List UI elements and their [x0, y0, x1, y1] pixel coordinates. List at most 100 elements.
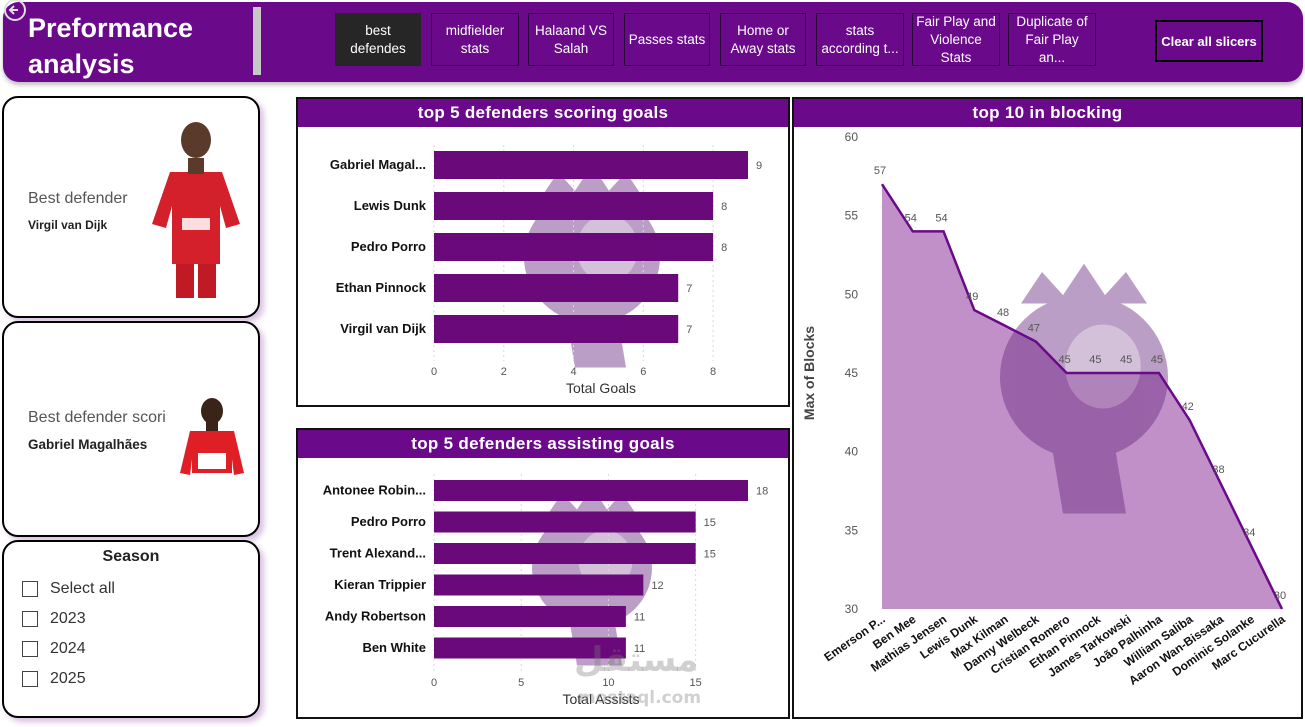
y-axis-title: Max of Blocks: [801, 326, 817, 420]
nav-fair-play[interactable]: Fair Play and Violence Stats: [912, 13, 1000, 66]
data-point[interactable]: [1187, 417, 1193, 423]
data-point[interactable]: [1064, 370, 1070, 376]
bar[interactable]: [434, 233, 714, 261]
nav-best-defenders[interactable]: best defendes: [335, 13, 421, 66]
x-axis-title: Total Goals: [566, 380, 636, 396]
season-option-2024[interactable]: 2024: [22, 640, 86, 658]
blocking-chart-title: top 10 in blocking: [794, 99, 1301, 127]
season-option-label: 2025: [50, 670, 86, 687]
x-tick-label: 5: [518, 677, 524, 689]
back-arrow-icon[interactable]: [3, 0, 27, 22]
category-label: Lewis Dunk: [354, 198, 427, 213]
clear-slicers-button[interactable]: Clear all slicers: [1155, 20, 1263, 62]
season-option-2023[interactable]: 2023: [22, 610, 86, 628]
blocking-chart-panel: top 10 in blocking 30 35 40 45 50 55 60 Max of …: [792, 97, 1303, 719]
x-tick-label: 15: [690, 677, 702, 689]
season-option-select-all[interactable]: Select all: [22, 580, 115, 598]
data-label: 15: [704, 517, 716, 529]
checkbox[interactable]: [22, 641, 38, 657]
data-label: 54: [935, 212, 947, 224]
bar[interactable]: [434, 511, 696, 533]
nav-fair-play-duplicate[interactable]: Duplicate of Fair Play an...: [1008, 13, 1096, 66]
data-label: 57: [874, 165, 886, 177]
data-point[interactable]: [910, 228, 916, 234]
best-scorer-value: Gabriel Magalhães: [28, 437, 148, 452]
checkbox[interactable]: [22, 611, 38, 627]
best-scorer-card: Best defender scori Gabriel Magalhães: [2, 321, 260, 537]
x-tick-label: 0: [431, 677, 437, 689]
assist-chart: 0 5 10 15 Antonee Robin... 18 Pedro Porro 15 Tre…: [323, 474, 768, 707]
blocking-logo-icon: [1000, 263, 1168, 514]
season-option-label: 2024: [50, 640, 86, 657]
data-point[interactable]: [879, 181, 885, 187]
y-tick-label: 30: [845, 602, 859, 616]
nav-midfielder-stats[interactable]: midfielder stats: [431, 13, 519, 66]
data-point[interactable]: [941, 228, 947, 234]
bar[interactable]: [434, 315, 679, 343]
data-label: 12: [651, 580, 663, 592]
bar[interactable]: [434, 574, 644, 596]
data-label: 7: [686, 324, 692, 336]
y-tick-label: 50: [845, 287, 859, 301]
watermark-arabic: مستقل: [574, 640, 699, 680]
category-label: Virgil van Dijk: [340, 321, 427, 336]
data-point[interactable]: [1033, 339, 1039, 345]
bar[interactable]: [434, 151, 748, 179]
y-tick-label: 60: [845, 130, 859, 144]
category-label: Pedro Porro: [351, 239, 426, 254]
bar[interactable]: [434, 274, 679, 302]
data-point[interactable]: [971, 307, 977, 313]
best-defender-card: Best defender Virgil van Dijk: [2, 96, 260, 318]
data-label: 45: [1151, 354, 1163, 366]
season-option-2025[interactable]: 2025: [22, 670, 86, 688]
area-fill: [882, 184, 1282, 609]
data-point[interactable]: [1125, 370, 1131, 376]
category-label: Andy Robertson: [325, 609, 426, 624]
y-tick-label: 40: [845, 445, 859, 459]
data-label: 34: [1243, 527, 1255, 539]
data-label: 11: [634, 612, 645, 624]
data-label: 9: [756, 160, 762, 172]
data-label: 45: [1058, 354, 1070, 366]
data-point[interactable]: [1279, 606, 1285, 612]
data-label: 54: [905, 212, 917, 224]
data-label: 48: [997, 307, 1009, 319]
bar[interactable]: [434, 192, 714, 220]
data-label: 45: [1120, 354, 1132, 366]
data-point[interactable]: [1002, 323, 1008, 329]
bar[interactable]: [434, 543, 696, 564]
assist-chart-panel: top 5 defenders assisting goals 0 5 10 15 An…: [296, 428, 790, 719]
data-label: 49: [966, 291, 978, 303]
checkbox[interactable]: [22, 581, 38, 597]
y-tick-label: 55: [845, 209, 859, 223]
data-point[interactable]: [1156, 370, 1162, 376]
category-label: Pedro Porro: [351, 514, 426, 529]
best-scorer-label: Best defender scori: [28, 409, 166, 426]
data-label: 38: [1212, 464, 1224, 476]
data-label: 30: [1274, 590, 1286, 602]
nav-passes-stats[interactable]: Passes stats: [624, 13, 710, 66]
bar[interactable]: [434, 606, 626, 627]
data-label: 45: [1089, 354, 1101, 366]
data-point[interactable]: [1248, 543, 1254, 549]
y-tick-label: 35: [845, 523, 859, 537]
x-tick-label: 8: [710, 366, 716, 378]
data-point[interactable]: [1217, 480, 1223, 486]
nav-stats-according[interactable]: stats according t...: [816, 13, 904, 66]
data-point[interactable]: [1094, 370, 1100, 376]
scoring-chart: 0 2 4 6 8 Gabriel Magal... 9 Lewis Dunk 8 Pedro P…: [330, 145, 762, 396]
category-label: Gabriel Magal...: [330, 157, 426, 172]
x-axis-title: Total Assists: [562, 691, 639, 707]
data-label: 42: [1182, 401, 1194, 413]
data-label: 8: [721, 242, 727, 254]
nav-home-away-stats[interactable]: Home or Away stats: [720, 13, 806, 66]
data-label: 18: [756, 486, 768, 498]
watermark-url: mostaql.com: [578, 688, 702, 708]
bar[interactable]: [434, 637, 626, 659]
best-defender-label: Best defender: [28, 190, 128, 207]
nav-haaland-vs-salah[interactable]: Halaand VS Salah: [528, 13, 614, 66]
bar[interactable]: [434, 480, 748, 501]
checkbox[interactable]: [22, 671, 38, 687]
x-tick-label: 10: [602, 677, 614, 689]
